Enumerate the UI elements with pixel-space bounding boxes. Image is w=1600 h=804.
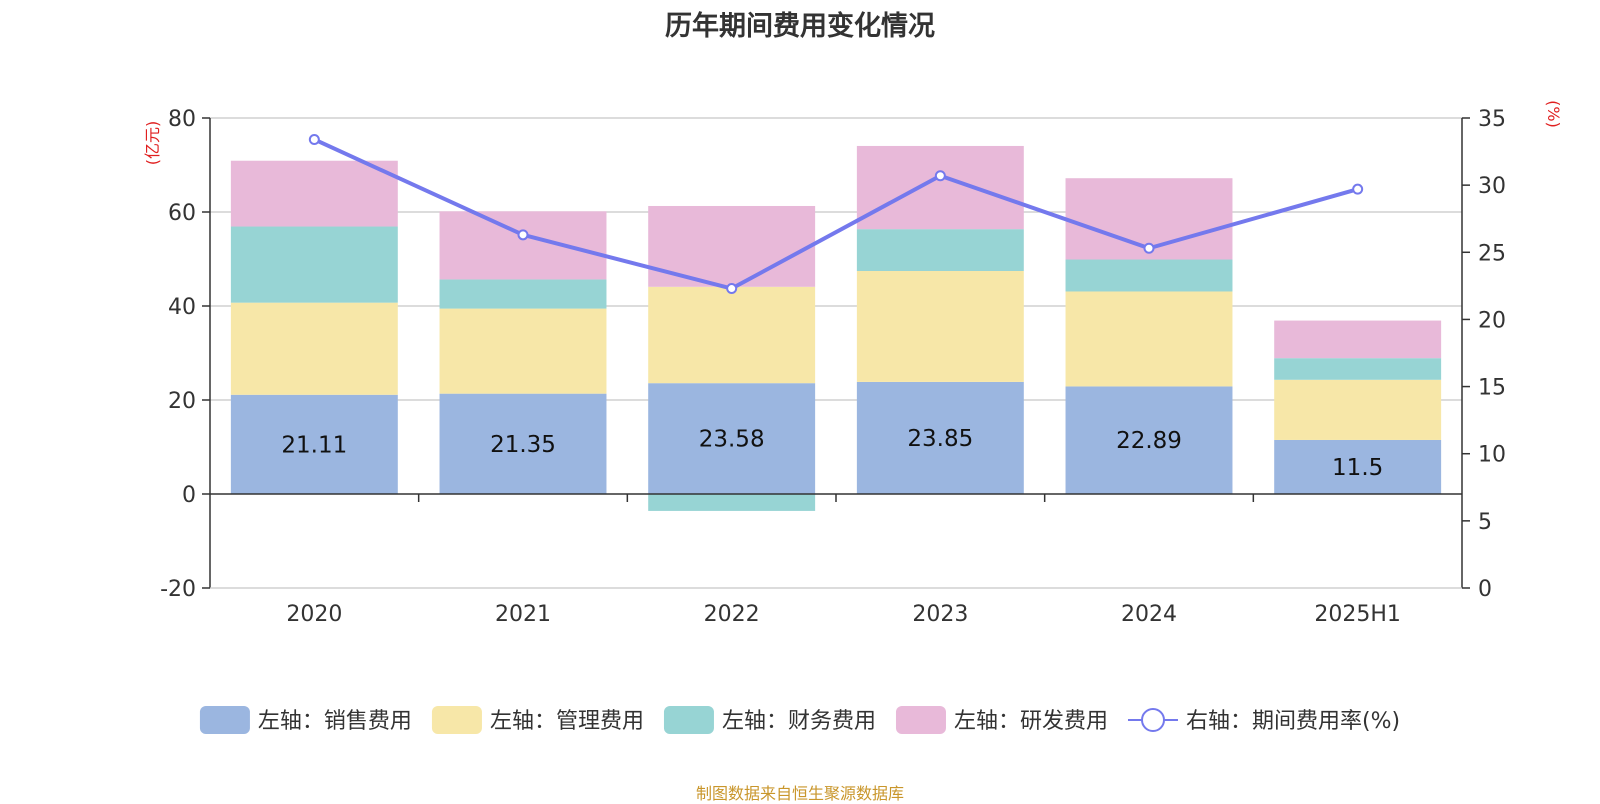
rate-point	[726, 283, 738, 295]
right-tick-label: 20	[1478, 308, 1506, 333]
legend-swatch	[199, 706, 250, 734]
x-tick-label: 2024	[1121, 602, 1177, 627]
rate-line	[308, 133, 1364, 295]
bar-segment	[856, 381, 1024, 494]
left-tick-label: 40	[168, 295, 196, 320]
bar-segment	[648, 383, 816, 494]
bar-segment	[230, 226, 398, 303]
bar-segment	[648, 286, 816, 384]
legend-swatch	[895, 706, 946, 734]
bar-value-label: 22.89	[1116, 428, 1182, 454]
right-tick-label: 15	[1478, 376, 1506, 401]
bar-segment	[856, 229, 1024, 271]
rate-point	[517, 229, 529, 241]
rate-point	[934, 170, 946, 182]
legend-label[interactable]: 左轴：管理费用	[490, 709, 644, 734]
rate-point	[1352, 183, 1364, 195]
legend-label[interactable]: 左轴：销售费用	[258, 709, 412, 734]
source-note: 制图数据来自恒生聚源数据库	[695, 784, 904, 803]
bar-segment	[439, 393, 607, 494]
bar-segment	[230, 302, 398, 395]
chart-title: 历年期间费用变化情况	[665, 11, 935, 42]
right-tick-label: 25	[1478, 241, 1506, 266]
legend-label[interactable]: 右轴：期间费用率(%)	[1186, 709, 1400, 734]
x-tick-label: 2023	[912, 602, 968, 627]
legend-swatch	[431, 706, 482, 734]
bar-value-label: 11.5	[1332, 455, 1383, 481]
bar-segment	[439, 308, 607, 394]
rate-line-path	[313, 137, 1359, 291]
bar-segment	[439, 279, 607, 309]
right-tick-label: 30	[1478, 174, 1506, 199]
right-tick-label: 0	[1478, 577, 1492, 602]
x-tick-label: 2022	[704, 602, 760, 627]
left-tick-label: 60	[168, 201, 196, 226]
bar-segment	[856, 145, 1024, 230]
x-tick-label: 2021	[495, 602, 551, 627]
x-tick-label: 2025H1	[1314, 602, 1401, 627]
bar-value-label: 23.58	[699, 427, 765, 453]
bar-segment	[648, 494, 816, 511]
bar-segment	[1065, 386, 1233, 494]
bar-segment	[1274, 320, 1442, 359]
legend-marker	[1140, 708, 1165, 732]
bar-segment	[856, 270, 1024, 382]
legend-label[interactable]: 左轴：研发费用	[954, 709, 1108, 734]
x-tick-label: 2020	[286, 602, 342, 627]
bar-segment	[1274, 439, 1442, 494]
left-tick-label: 80	[168, 107, 196, 132]
left-tick-label: -20	[160, 577, 196, 602]
bar-value-label: 21.11	[281, 432, 347, 458]
right-tick-label: 10	[1478, 443, 1506, 468]
right-axis-unit: (%)	[1544, 100, 1563, 128]
bar-segment	[230, 394, 398, 494]
bar-value-label: 21.35	[490, 432, 556, 458]
bar-segment	[1065, 291, 1233, 387]
legend-label[interactable]: 左轴：财务费用	[722, 709, 876, 734]
rate-point	[308, 133, 320, 145]
left-tick-label: 0	[182, 483, 196, 508]
bars	[230, 145, 1442, 511]
data-labels: 21.11 21.35 23.58 23.85 22.89 11.5	[281, 426, 1383, 481]
axes: -20 0 20 40 60 80 0 5 10 15 20 25 30 35 (亿元) (%) 2020 202…	[143, 100, 1563, 627]
left-tick-label: 20	[168, 389, 196, 414]
bar-segment	[1065, 259, 1233, 292]
right-tick-label: 35	[1478, 107, 1506, 132]
legend-swatch	[663, 706, 714, 734]
rate-point	[1143, 242, 1155, 254]
legend: 左轴：销售费用 左轴：管理费用 左轴：财务费用 左轴：研发费用 右轴：期间费用率(%)	[199, 706, 1400, 734]
bar-segment	[230, 160, 398, 227]
right-tick-label: 5	[1478, 510, 1492, 535]
bar-segment	[1274, 358, 1442, 380]
bar-value-label: 23.85	[907, 426, 973, 452]
bar-segment	[1274, 379, 1442, 440]
left-axis-unit: (亿元)	[143, 121, 162, 166]
bar-segment	[439, 211, 607, 280]
gridlines	[210, 117, 1462, 401]
